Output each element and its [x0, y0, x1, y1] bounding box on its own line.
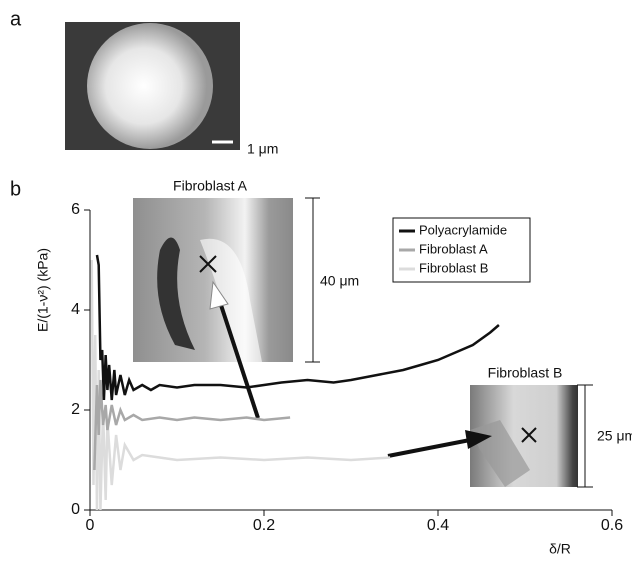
- y-tick-label: 6: [71, 201, 80, 218]
- scale-label: 25 μm: [597, 428, 632, 444]
- legend-label: Polyacrylamide: [419, 222, 507, 237]
- x-tick-label: 0: [86, 517, 95, 534]
- x-tick-label: 0.4: [427, 517, 449, 534]
- plot-area: 0 2 4 6 0 0.2 0.4 0.6 δ/R E/(1-ν²) (kPa) Polyacryl…: [35, 201, 624, 556]
- bead-image: [65, 22, 240, 150]
- panel-label: b: [10, 178, 21, 200]
- y-tick-label: 2: [71, 401, 80, 418]
- legend-label: Fibroblast A: [419, 241, 488, 256]
- legend-box: [392, 217, 531, 283]
- x-tick-label: 0.6: [601, 517, 623, 534]
- x-tick-label: 0.2: [253, 517, 275, 534]
- image-title: Fibroblast B: [488, 365, 563, 381]
- scale-label: 40 μm: [320, 273, 359, 289]
- image-title: Fibroblast A: [173, 178, 248, 194]
- arrows: [209, 280, 492, 458]
- fibroblast-a-image: [133, 197, 320, 363]
- series-line: [95, 254, 500, 401]
- scale-label: 1 μm: [247, 141, 278, 157]
- y-tick-label: 4: [71, 301, 80, 318]
- y-axis-label: E/(1-ν²) (kPa): [35, 248, 51, 332]
- legend-label: Fibroblast B: [419, 260, 488, 275]
- panel-label: a: [10, 8, 22, 30]
- series-line: [90, 259, 391, 511]
- x-axis-label: δ/R: [549, 541, 571, 557]
- series-line: [93, 379, 291, 471]
- y-tick-label: 0: [71, 501, 80, 518]
- fibroblast-b-image: [470, 384, 593, 488]
